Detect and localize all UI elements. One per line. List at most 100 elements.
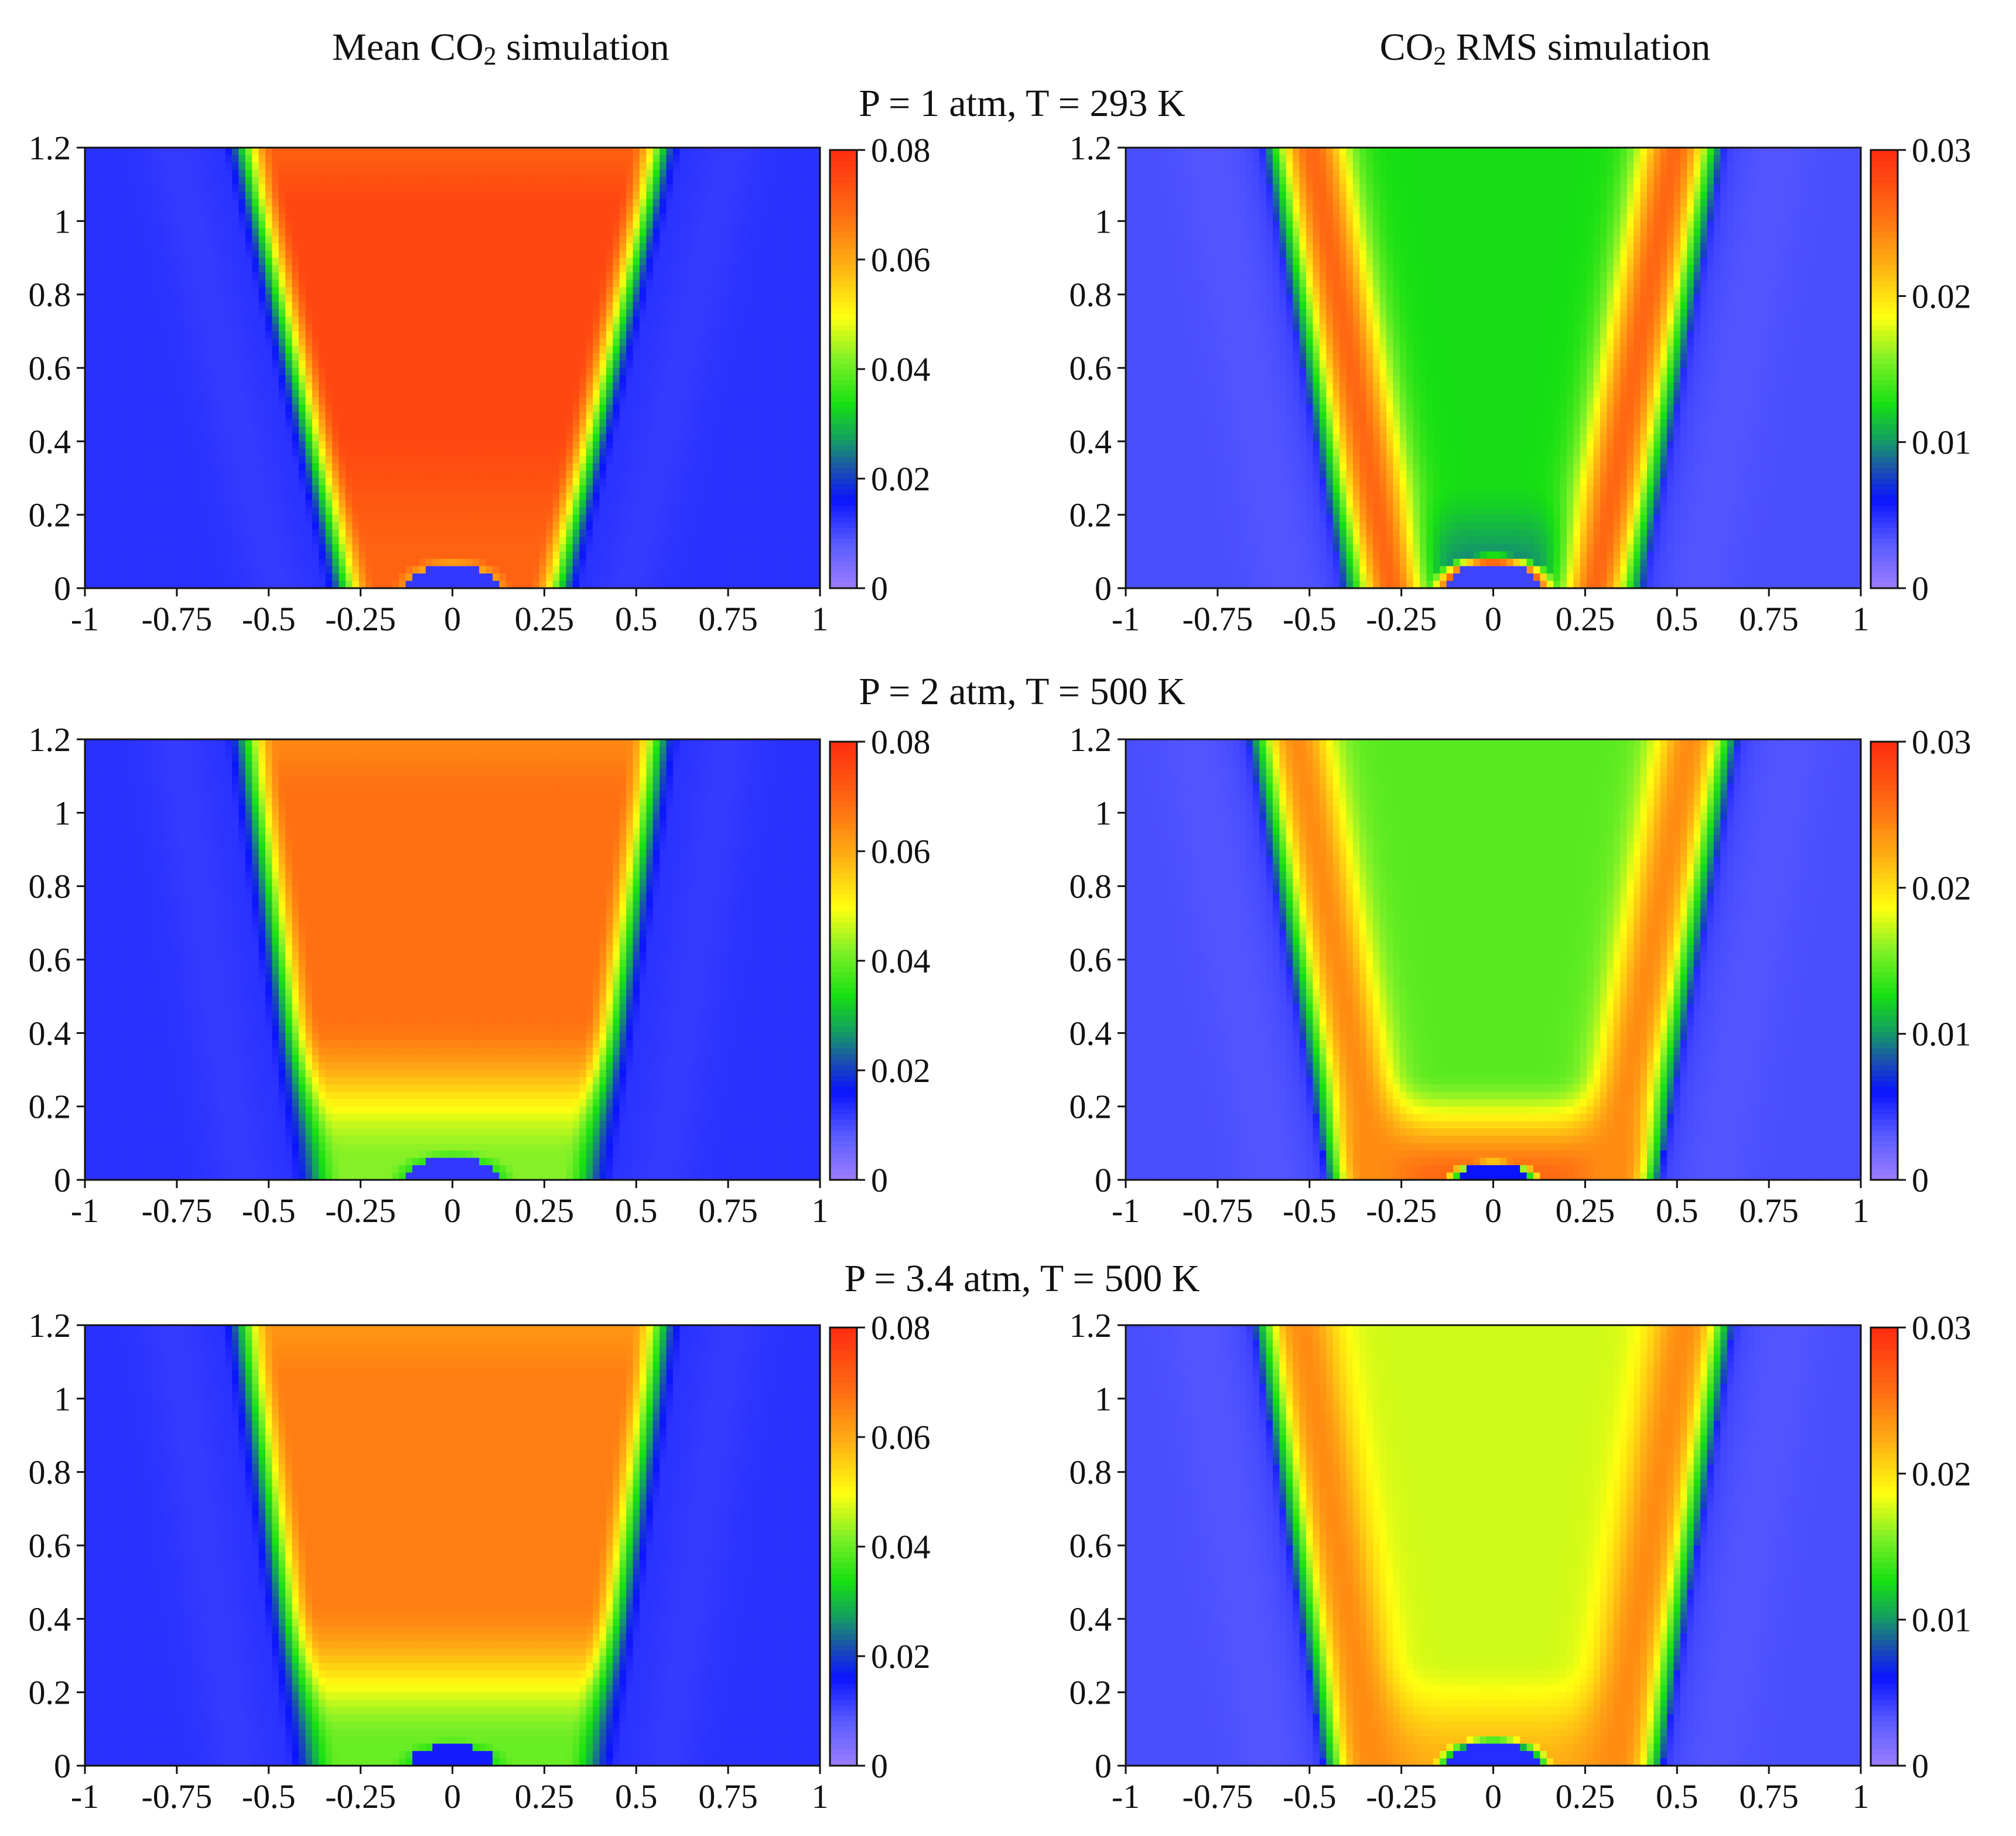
heatmap-cell [412,250,420,258]
heatmap-cell [145,434,152,442]
heatmap-cell [98,294,106,302]
heatmap-cell [178,177,186,185]
heatmap-cell [385,272,393,281]
heatmap-cell [379,169,387,178]
heatmap-cell [138,390,146,398]
heatmap-cell [579,346,587,354]
heatmap-cell [405,272,413,281]
heatmap-cell [526,294,534,302]
heatmap-cell [586,441,593,449]
heatmap-cell [546,265,553,273]
heatmap-cell [552,441,560,449]
heatmap-cell [559,353,567,361]
heatmap-cell [211,184,219,192]
heatmap-cell [352,192,360,200]
heatmap-cell [813,221,821,229]
heatmap-cell [98,177,106,185]
heatmap-cell [158,250,166,258]
heatmap-cell [332,192,340,200]
heatmap-cell [579,390,587,398]
heatmap-cell [733,177,740,185]
heatmap-cell [198,243,206,251]
heatmap-cell [499,331,507,339]
heatmap-cell [613,243,620,251]
heatmap-cell [613,279,620,288]
heatmap-cell [105,250,112,258]
heatmap-cell [807,213,814,222]
heatmap-cell [505,177,513,185]
heatmap-cell [526,265,534,273]
heatmap-cell [519,404,527,412]
heatmap-cell [265,287,273,295]
heatmap-cell [91,148,99,156]
heatmap-cell [432,162,440,170]
heatmap-cell [192,316,199,325]
heatmap-cell [693,375,701,383]
heatmap-cell [232,463,240,472]
heatmap-cell [439,155,446,163]
heatmap-cell [599,302,607,310]
heatmap-cell [546,279,553,288]
heatmap-cell [205,184,213,192]
heatmap-cell [192,338,199,347]
heatmap-cell [793,412,801,420]
heatmap-cell [165,206,173,214]
heatmap-cell [198,294,206,302]
heatmap-cell [813,294,821,302]
heatmap-cell [813,162,821,170]
heatmap-cell [519,368,527,376]
heatmap-cell [278,302,286,310]
heatmap-cell [238,148,246,156]
heatmap-cell [358,177,366,185]
heatmap-cell [278,221,286,229]
heatmap-cell [479,338,487,347]
heatmap-cell [432,148,440,156]
heatmap-cell [419,448,426,457]
heatmap-cell [452,390,460,398]
heatmap-cell [278,169,286,178]
heatmap-cell [686,412,694,420]
heatmap-cell [245,192,253,200]
heatmap-cell [572,294,580,302]
heatmap-cell [593,236,600,244]
heatmap-cell [753,375,761,383]
heatmap-cell [446,177,453,185]
heatmap-cell [125,148,132,156]
heatmap-cell [479,397,487,405]
heatmap-cell [626,448,634,457]
heatmap-cell [760,250,767,258]
heatmap-cell [586,287,593,295]
heatmap-cell [158,192,166,200]
heatmap-cell [405,331,413,339]
heatmap-cell [258,294,266,302]
heatmap-cell [479,169,487,178]
heatmap-cell [138,228,146,237]
heatmap-cell [125,287,132,295]
heatmap-cell [372,463,380,472]
heatmap-cell [740,250,747,258]
heatmap-cell [479,316,487,325]
heatmap-cell [666,316,674,325]
heatmap-cell [278,390,286,398]
heatmap-cell [686,162,694,170]
heatmap-cell [486,221,493,229]
heatmap-cell [780,148,787,156]
heatmap-cell [539,155,547,163]
heatmap-cell [319,397,326,405]
heatmap-cell [205,206,213,214]
heatmap-cell [693,338,701,347]
heatmap-cell [633,177,640,185]
heatmap-cell [399,294,406,302]
heatmap-cell [586,346,593,354]
heatmap-cell [552,236,560,244]
heatmap-cell [425,162,433,170]
heatmap-cell [185,192,193,200]
heatmap-cell [746,243,754,251]
heatmap-cell [519,375,527,383]
heatmap-cell [165,213,173,222]
heatmap-cell [439,316,446,325]
heatmap-cell [372,213,380,222]
heatmap-cell [205,309,213,318]
heatmap-cell [760,155,767,163]
heatmap-cell [773,323,781,332]
